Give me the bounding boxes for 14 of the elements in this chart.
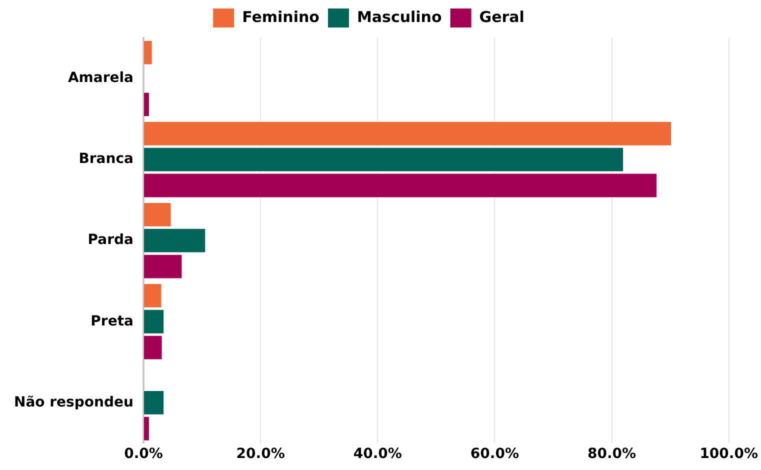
y-tick-label: Não respondeu [14, 394, 134, 410]
y-tick-label: Branca [78, 151, 134, 168]
y-tick-label: Preta [90, 313, 134, 330]
legend-label: Geral [479, 8, 524, 26]
y-tick-label: Parda [88, 232, 134, 248]
y-tick-label: Amarela [68, 70, 134, 86]
legend-label: Feminino [242, 8, 320, 26]
legend-label: Masculino [356, 8, 442, 26]
x-tick-label: 60.0% [470, 446, 519, 462]
x-tick-label: 80.0% [587, 446, 636, 462]
x-tick-label: 0.0% [124, 446, 163, 462]
x-tick-label: 100.0% [700, 446, 758, 462]
x-tick-label: 40.0% [353, 446, 402, 462]
x-tick-label: 20.0% [236, 446, 285, 462]
